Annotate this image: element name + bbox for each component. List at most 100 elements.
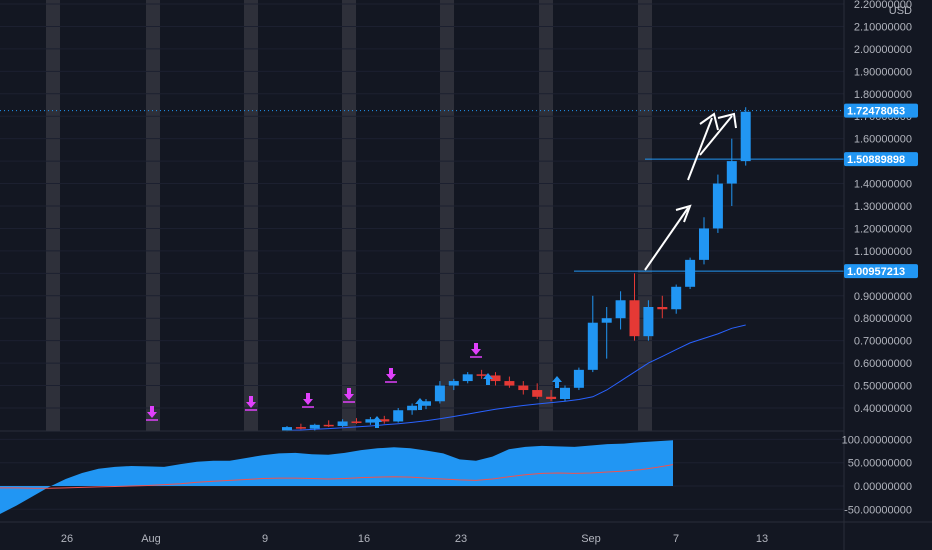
- arrow-line-middle: [687, 117, 713, 181]
- buy-signal-marker: [552, 376, 562, 388]
- candle-body: [504, 381, 515, 386]
- candle-body: [309, 424, 320, 429]
- candle-body: [379, 419, 390, 422]
- candle-body: [351, 421, 362, 423]
- price-tick-label: 0.70000000: [854, 336, 912, 348]
- time-tick-label: Sep: [581, 533, 601, 545]
- price-tags: 1.72478063 1.50889898 1.00957213: [844, 103, 918, 279]
- price-tick-label: 1.40000000: [854, 179, 912, 191]
- arrow-drawings[interactable]: [644, 112, 737, 271]
- candle-body: [282, 427, 292, 431]
- candle-body: [685, 259, 696, 287]
- candle-body: [365, 419, 376, 423]
- candle-body: [712, 183, 723, 229]
- arrow-head-upper: [717, 112, 737, 129]
- candle-body: [587, 322, 598, 370]
- session-band: [342, 0, 356, 431]
- price-tag-label: 1.50889898: [847, 154, 905, 166]
- session-band: [146, 0, 160, 431]
- candle-body: [407, 405, 418, 411]
- buy-signal-marker: [372, 416, 382, 428]
- session-band: [244, 0, 258, 431]
- candle-body: [421, 401, 431, 406]
- candle-body: [393, 410, 404, 422]
- sell-signal-marker: [303, 393, 313, 405]
- price-tag-label: 1.72478063: [847, 106, 905, 118]
- price-tick-label: 0.40000000: [854, 403, 912, 415]
- candlestick-series[interactable]: [282, 107, 751, 432]
- oscillator-tick-label: -50.00000000: [844, 504, 912, 516]
- time-tick-label: 7: [673, 533, 679, 545]
- arrow-line-lower: [644, 207, 689, 271]
- session-band: [440, 0, 454, 431]
- oscillator-tick-label: 0.00000000: [854, 481, 912, 493]
- candle-body: [657, 307, 668, 310]
- candle-body: [476, 374, 487, 376]
- candle-body: [615, 300, 626, 319]
- sell-signal-marker: [386, 368, 396, 380]
- price-tick-label: 1.30000000: [854, 201, 912, 213]
- arrow-line-upper: [699, 115, 733, 156]
- time-tick-label: 23: [455, 533, 467, 545]
- price-tag: [844, 264, 918, 279]
- oscillator-area: [0, 440, 673, 514]
- price-tick-label: 0.50000000: [854, 381, 912, 393]
- time-tick-label: 9: [262, 533, 268, 545]
- price-tick-label: 1.80000000: [854, 89, 912, 101]
- candle-body: [560, 387, 570, 400]
- buy-signal-marker: [415, 398, 425, 410]
- price-tag: [844, 103, 918, 118]
- candle-body: [462, 374, 473, 382]
- time-tick-label: 13: [756, 533, 768, 545]
- price-tag-label: 1.00957213: [847, 266, 905, 278]
- buy-signal-marker: [483, 373, 493, 385]
- candle-body: [699, 228, 709, 260]
- price-tick-label: 0.80000000: [854, 313, 912, 325]
- candle-body: [448, 381, 459, 386]
- price-tick-label: 1.20000000: [854, 223, 912, 235]
- candle-body: [573, 369, 584, 388]
- signal-markers: [146, 343, 562, 428]
- price-tick-label: 1.10000000: [854, 246, 912, 258]
- price-axis[interactable]: 0.40000000 0.50000000 0.60000000 0.70000000…: [854, 0, 912, 415]
- candle-body: [643, 307, 654, 337]
- time-tick-label: Aug: [141, 533, 161, 545]
- currency-label: USD: [889, 5, 912, 17]
- price-tick-label: 0.60000000: [854, 358, 912, 370]
- price-tag: [844, 152, 918, 167]
- session-bands: [46, 0, 652, 431]
- sell-signal-marker: [246, 396, 256, 408]
- candle-body: [532, 390, 543, 397]
- candle-body: [601, 318, 612, 323]
- sell-signal-marker: [471, 343, 481, 355]
- oscillator-tick-label: 100.00000000: [842, 434, 912, 446]
- price-tick-label: 2.20000000: [854, 0, 912, 11]
- moving-average-line: [286, 324, 746, 431]
- candle-body: [295, 427, 306, 429]
- price-tick-label: 1.90000000: [854, 66, 912, 78]
- time-axis[interactable]: 26 Aug 9 16 23 Sep 7 13: [61, 533, 768, 545]
- candle-body: [323, 424, 334, 427]
- session-band: [46, 0, 60, 431]
- candle-body: [518, 385, 529, 391]
- candle-body: [629, 300, 640, 337]
- candle-body: [726, 161, 737, 184]
- oscillator-axis[interactable]: 100.00000000 50.00000000 0.00000000 -50.000…: [842, 434, 912, 516]
- arrow-head-lower: [675, 204, 692, 223]
- session-band: [539, 0, 553, 431]
- oscillator-signal-line: [0, 464, 674, 489]
- candle-body: [671, 286, 682, 310]
- oscillator-tick-label: 50.00000000: [848, 458, 912, 470]
- moving-average-path: [286, 324, 746, 431]
- price-tick-label: 2.10000000: [854, 21, 912, 33]
- time-tick-label: 16: [358, 533, 370, 545]
- candle-body: [740, 111, 751, 162]
- candle-body: [546, 396, 557, 400]
- price-tick-label: 1.60000000: [854, 134, 912, 146]
- price-tick-label: 2.00000000: [854, 44, 912, 56]
- candle-body: [434, 385, 445, 402]
- candle-body: [337, 421, 348, 426]
- sell-signal-marker: [147, 406, 157, 418]
- arrow-head-middle: [699, 112, 719, 131]
